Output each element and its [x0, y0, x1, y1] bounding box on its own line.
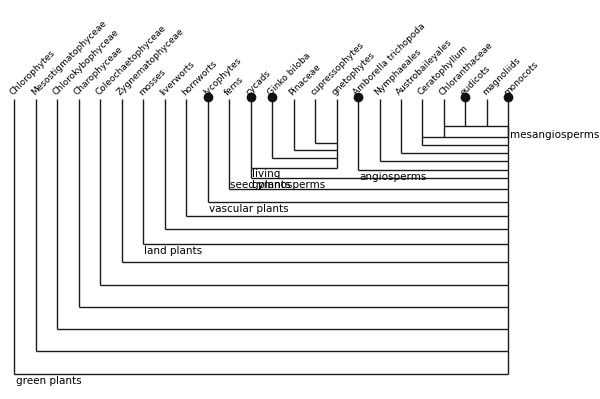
Text: angiosperms: angiosperms	[359, 172, 427, 182]
Text: Amborella trichopoda: Amborella trichopoda	[352, 22, 427, 97]
Text: land plants: land plants	[145, 246, 202, 256]
Text: hornworts: hornworts	[180, 59, 218, 97]
Text: Mesostigmatophyceae: Mesostigmatophyceae	[29, 19, 108, 97]
Text: Chlorokybophyceae: Chlorokybophyceae	[51, 28, 121, 97]
Text: Coleochaetophyceae: Coleochaetophyceae	[94, 24, 167, 97]
Text: Ceratophyllum: Ceratophyllum	[416, 44, 470, 97]
Text: mesangiosperms: mesangiosperms	[510, 130, 599, 140]
Text: vascular plants: vascular plants	[209, 204, 289, 214]
Text: liverworts: liverworts	[158, 59, 197, 97]
Text: green plants: green plants	[16, 375, 81, 385]
Text: Chlorophytes: Chlorophytes	[8, 49, 57, 97]
Text: seed plants: seed plants	[230, 180, 290, 190]
Text: Pinaceae: Pinaceae	[287, 62, 322, 97]
Text: Zygnematophyceae: Zygnematophyceae	[115, 27, 186, 97]
Text: cupressophytes: cupressophytes	[309, 41, 365, 97]
Text: monocots: monocots	[502, 60, 539, 97]
Text: Chloranthaceae: Chloranthaceae	[437, 40, 494, 97]
Text: living
gymnosperms: living gymnosperms	[252, 169, 326, 190]
Text: mosses: mosses	[137, 67, 167, 97]
Text: eudicots: eudicots	[459, 64, 493, 97]
Text: Austrobaileyales: Austrobaileyales	[395, 38, 454, 97]
Text: Ginko biloba: Ginko biloba	[266, 51, 312, 97]
Text: cycads: cycads	[244, 69, 273, 97]
Text: gnetophytes: gnetophytes	[330, 51, 377, 97]
Text: lycophytes: lycophytes	[202, 56, 242, 97]
Text: magnoliids: magnoliids	[481, 56, 522, 97]
Text: ferns: ferns	[223, 75, 245, 97]
Text: Charophyceae: Charophyceae	[73, 45, 125, 97]
Text: Nymphaeales: Nymphaeales	[373, 47, 423, 97]
